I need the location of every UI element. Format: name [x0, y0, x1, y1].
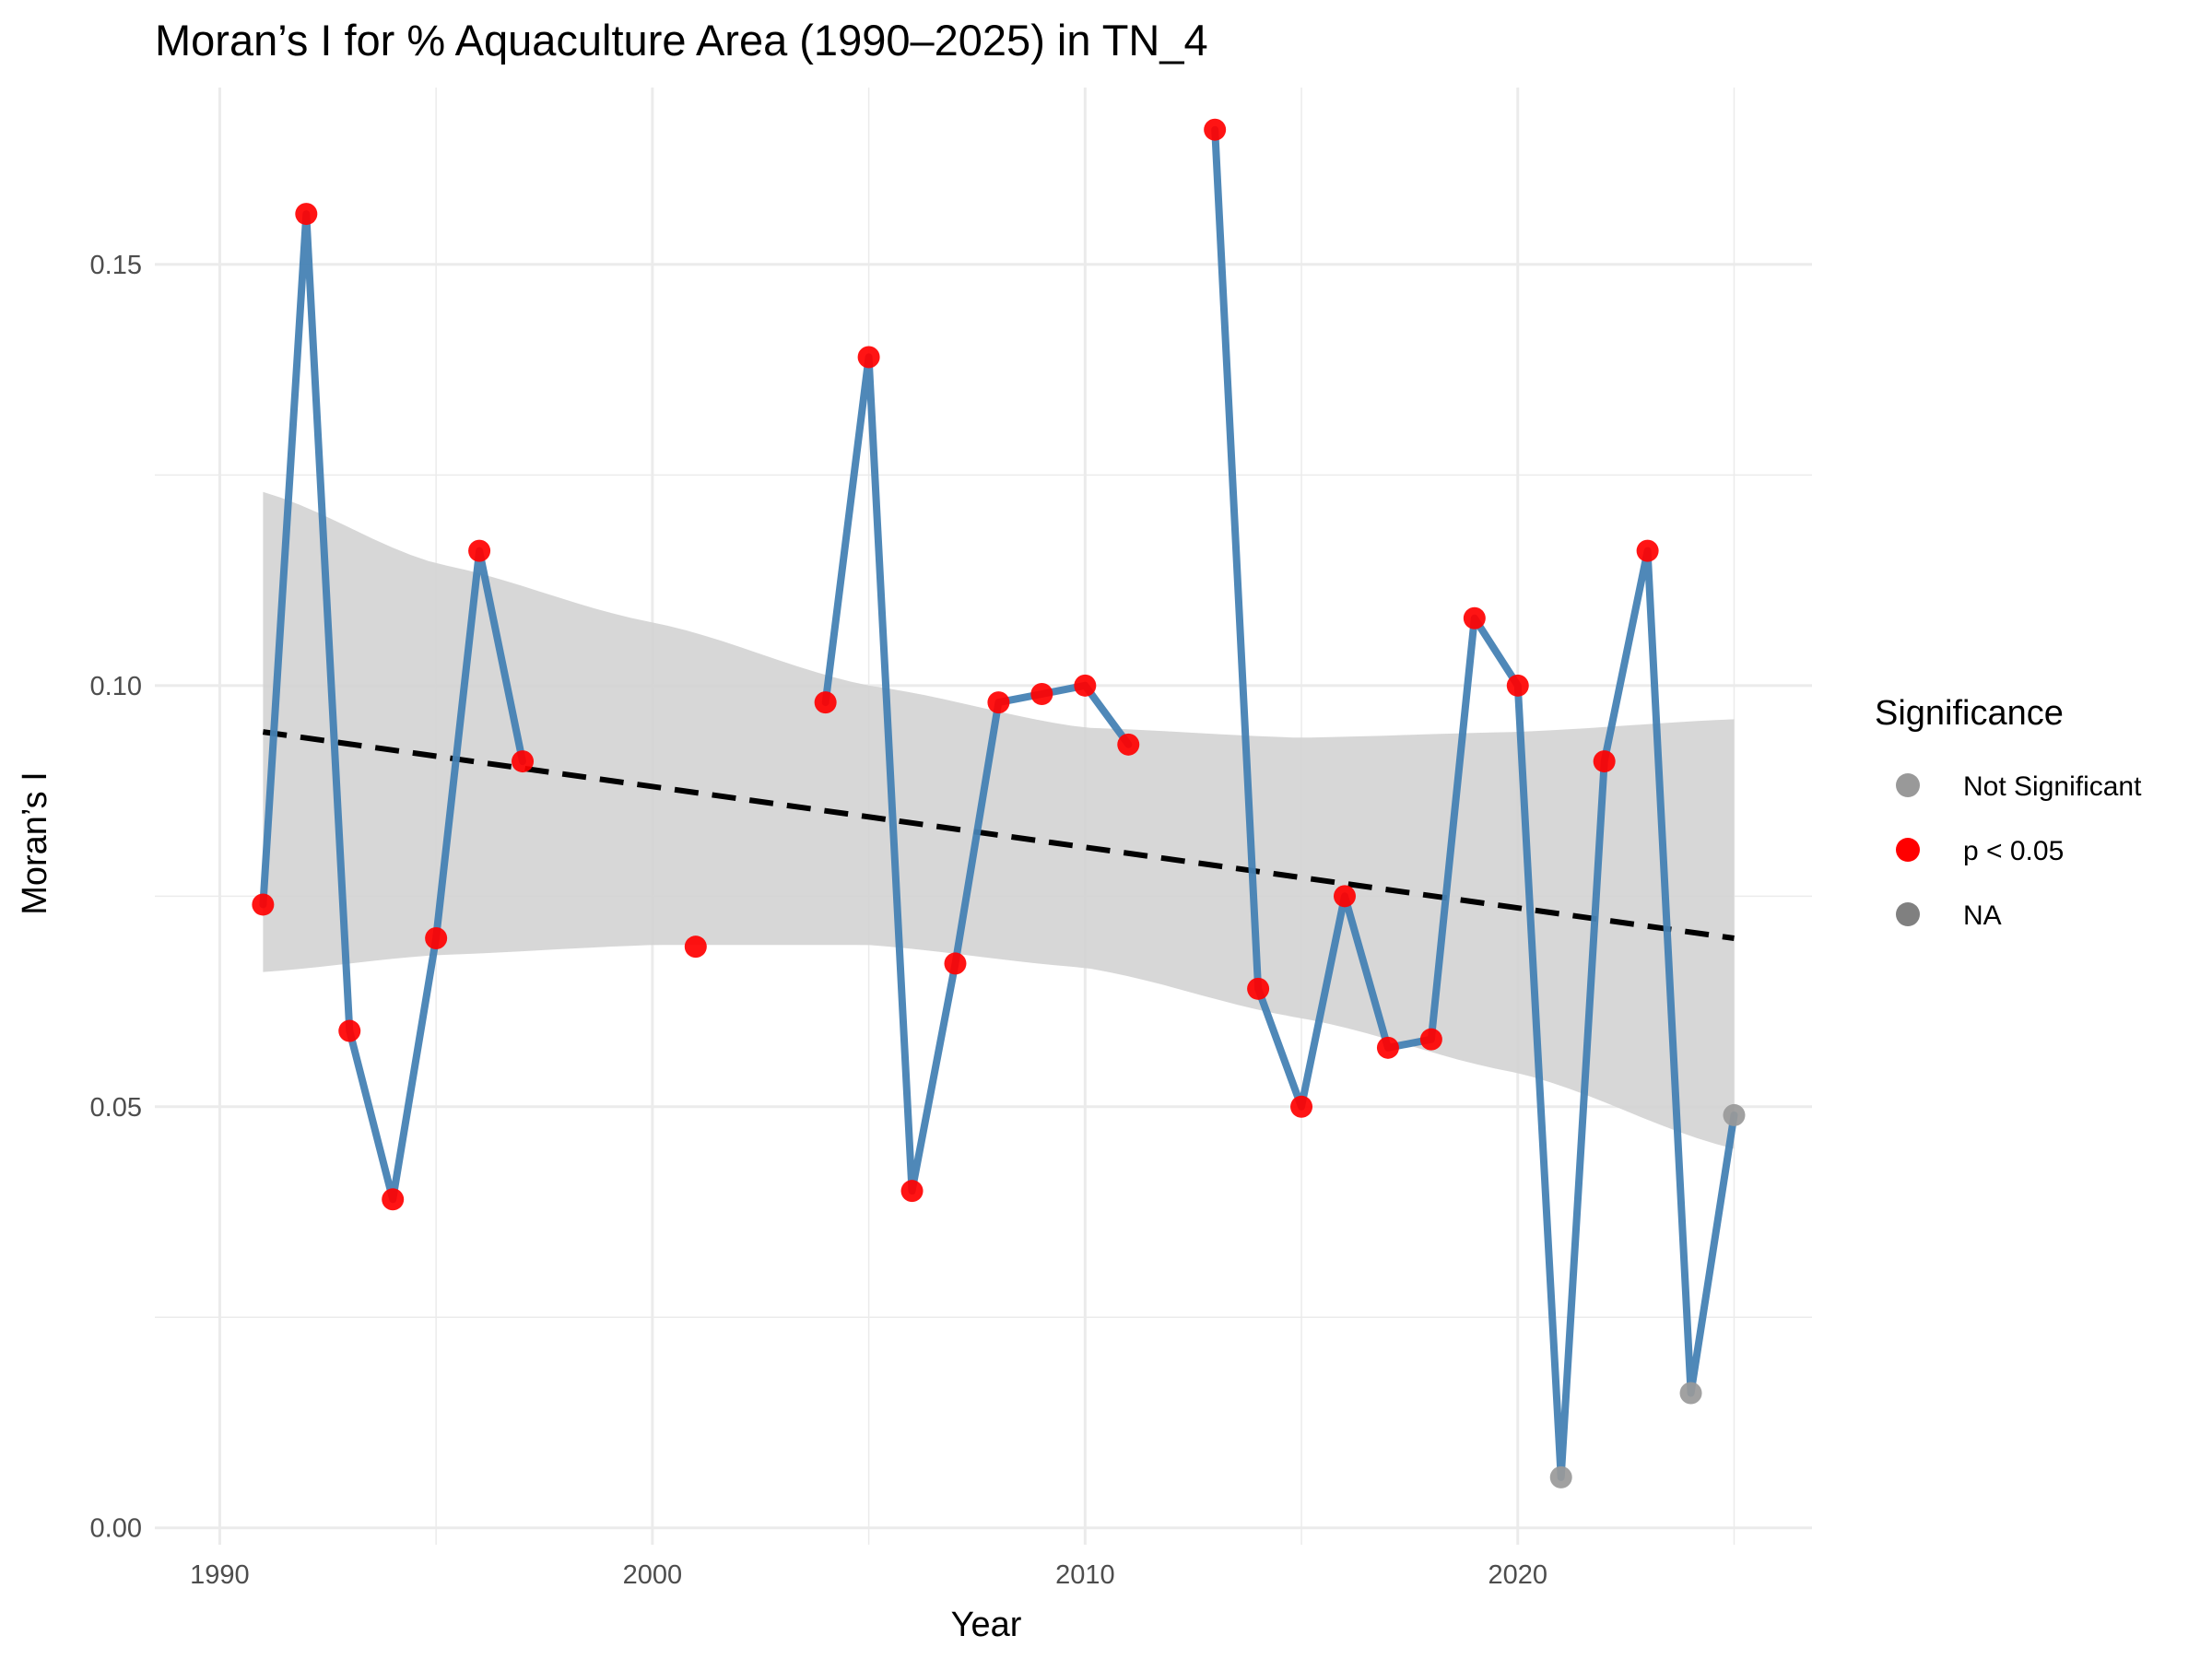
data-point: [814, 691, 837, 714]
data-point: [1290, 1095, 1313, 1118]
legend-label: Not Significant: [1963, 771, 2142, 802]
data-point: [1204, 118, 1227, 141]
data-point: [1419, 1028, 1442, 1051]
x-tick-label: 2010: [1055, 1560, 1115, 1590]
legend-title: Significance: [1875, 694, 2064, 733]
x-tick-labels: 1990 2000 2010 2020: [190, 1560, 1547, 1590]
data-point: [1636, 539, 1659, 562]
data-point: [857, 346, 880, 369]
trend-line: [262, 729, 1735, 941]
x-tick-label: 2020: [1488, 1560, 1548, 1590]
data-point: [338, 1019, 361, 1042]
confidence-band-layer: [263, 491, 1735, 1149]
data-point: [512, 750, 535, 773]
chart-title: Moran’s I for % Aquaculture Area (1990–2…: [155, 16, 1208, 65]
data-point: [1074, 674, 1097, 697]
data-point: [252, 893, 275, 916]
y-axis-title: Moran’s I: [16, 771, 54, 915]
legend-key: [1896, 902, 1920, 926]
data-point: [1723, 1103, 1746, 1126]
data-point: [468, 539, 491, 562]
data-point: [1679, 1382, 1702, 1405]
legend-label: NA: [1963, 900, 2002, 931]
legend-entries: Not Significant p < 0.05 NA: [1896, 771, 2142, 931]
legend-key: [1896, 838, 1920, 862]
legend: Significance Not Significant p < 0.05 NA: [1875, 694, 2142, 931]
data-point: [295, 203, 318, 226]
series-point-layer: [252, 118, 1746, 1488]
data-point: [1333, 885, 1356, 908]
y-tick-label: 0.05: [90, 1093, 142, 1123]
data-point: [1549, 1465, 1572, 1488]
y-tick-labels: 0.00 0.05 0.10 0.15: [90, 251, 142, 1544]
legend-key: [1896, 773, 1920, 797]
confidence-band: [263, 491, 1735, 1149]
x-tick-label: 2000: [623, 1560, 683, 1590]
data-point: [1247, 977, 1270, 1000]
y-tick-label: 0.10: [90, 672, 142, 701]
y-tick-label: 0.00: [90, 1514, 142, 1544]
data-point: [1463, 606, 1486, 629]
data-point: [944, 952, 967, 975]
data-point: [684, 935, 707, 959]
x-axis-title: Year: [951, 1606, 1022, 1644]
data-point: [1593, 750, 1616, 773]
trend-line-layer: [262, 729, 1735, 941]
data-point: [1030, 682, 1053, 705]
data-point: [425, 927, 448, 950]
data-point: [900, 1180, 924, 1203]
data-point: [382, 1188, 405, 1211]
legend-label: p < 0.05: [1963, 836, 2064, 866]
data-point: [1506, 674, 1529, 697]
data-point: [1376, 1036, 1399, 1059]
data-point: [1117, 733, 1140, 756]
data-point: [987, 691, 1010, 714]
x-tick-label: 1990: [190, 1560, 250, 1590]
y-tick-label: 0.15: [90, 251, 142, 280]
